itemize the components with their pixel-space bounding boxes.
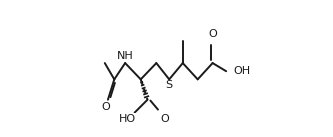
Text: HO: HO — [119, 114, 136, 124]
Text: S: S — [166, 80, 173, 90]
Text: NH: NH — [117, 51, 134, 61]
Text: O: O — [101, 102, 110, 112]
Text: O: O — [208, 29, 217, 39]
Text: O: O — [161, 114, 169, 124]
Text: OH: OH — [233, 66, 250, 76]
